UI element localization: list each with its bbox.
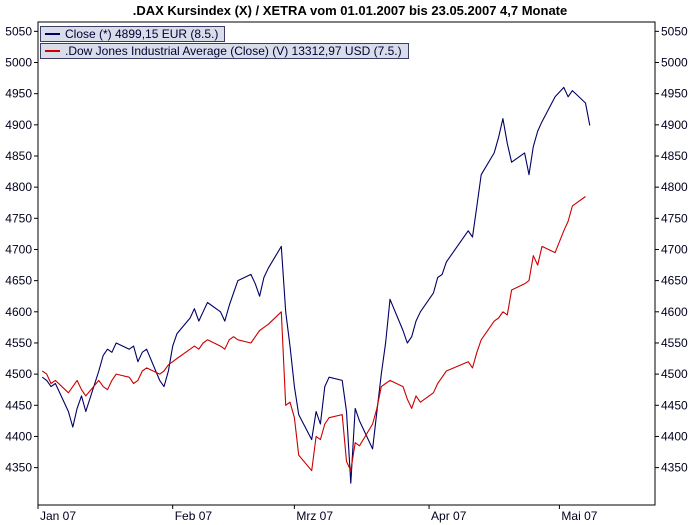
y-axis-label-right: 5050 — [661, 24, 688, 38]
dow-line-swatch — [45, 50, 60, 52]
y-axis-label-right: 4850 — [661, 149, 688, 163]
y-axis-label-right: 4550 — [661, 336, 688, 350]
y-axis-label-left: 4600 — [5, 305, 32, 319]
y-axis-label-right: 4450 — [661, 398, 688, 412]
legend-label-dow: .Dow Jones Industrial Average (Close) (V… — [65, 44, 402, 58]
chart-title: .DAX Kursindex (X) / XETRA vom 01.01.200… — [132, 3, 568, 18]
y-axis-label-left: 4800 — [5, 180, 32, 194]
legend-label-dax: Close (*) 4899,15 EUR (8.5.) — [65, 27, 219, 41]
y-axis-label-left: 5000 — [5, 56, 32, 70]
y-axis-label-right: 4900 — [661, 118, 688, 132]
x-axis-label: Apr 07 — [431, 509, 467, 523]
y-axis-label-right: 4950 — [661, 87, 688, 101]
y-axis-label-right: 4350 — [661, 461, 688, 475]
y-axis-label-left: 4950 — [5, 87, 32, 101]
y-axis-label-right: 4600 — [661, 305, 688, 319]
plot-border — [37, 21, 656, 506]
y-axis-label-left: 4350 — [5, 461, 32, 475]
y-axis-label-left: 4650 — [5, 274, 32, 288]
y-axis-label-left: 4450 — [5, 398, 32, 412]
x-axis-label: Jan 07 — [40, 509, 76, 523]
x-axis-label: Feb 07 — [175, 509, 213, 523]
y-axis-label-right: 4800 — [661, 180, 688, 194]
y-axis-label-left: 4500 — [5, 367, 32, 381]
y-axis-label-left: 5050 — [5, 24, 32, 38]
y-axis-label-right: 4650 — [661, 274, 688, 288]
y-axis-label-right: 5000 — [661, 56, 688, 70]
y-axis-label-right: 4500 — [661, 367, 688, 381]
y-axis-label-right: 4700 — [661, 242, 688, 256]
chart-legend: Close (*) 4899,15 EUR (8.5.) .Dow Jones … — [40, 26, 409, 59]
y-axis-label-left: 4900 — [5, 118, 32, 132]
y-axis-label-right: 4400 — [661, 429, 688, 443]
y-axis-label-right: 4750 — [661, 211, 688, 225]
legend-item-dow: .Dow Jones Industrial Average (Close) (V… — [40, 43, 409, 59]
y-axis-label-left: 4750 — [5, 211, 32, 225]
y-axis-label-left: 4850 — [5, 149, 32, 163]
y-axis-label-left: 4550 — [5, 336, 32, 350]
dax-line — [41, 86, 591, 484]
dax-line-swatch — [45, 33, 60, 35]
y-axis-label-left: 4700 — [5, 242, 32, 256]
legend-item-dax: Close (*) 4899,15 EUR (8.5.) — [40, 26, 226, 42]
x-axis-label: Mrz 07 — [296, 509, 333, 523]
x-axis-label: Mai 07 — [561, 509, 597, 523]
dow-jones-line — [41, 196, 586, 472]
y-axis-label-left: 4400 — [5, 429, 32, 443]
